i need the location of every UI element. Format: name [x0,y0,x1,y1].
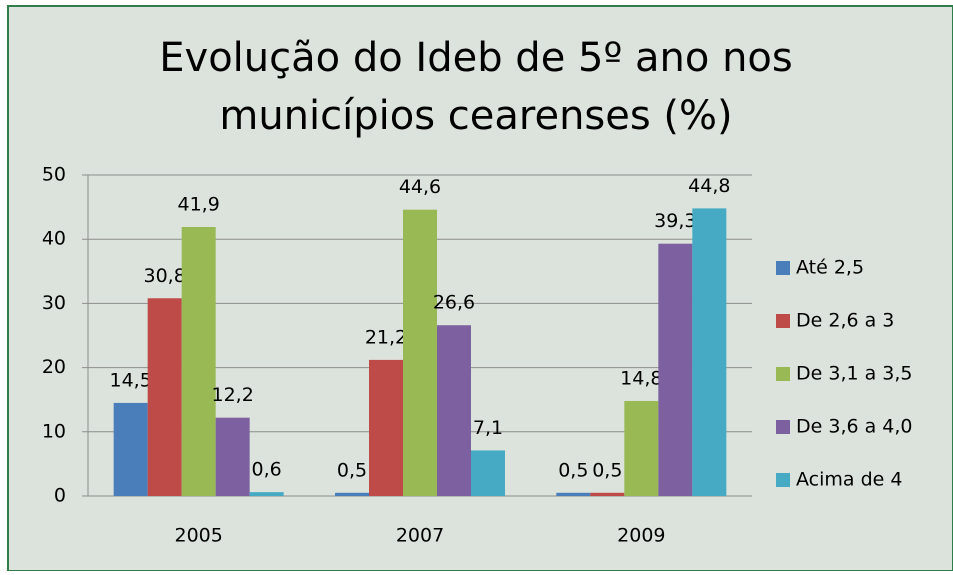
bar [249,492,284,496]
value-label: 44,6 [399,176,441,198]
x-tick-label: 2005 [174,525,222,547]
value-label: 0,5 [558,459,588,481]
value-label: 12,2 [212,384,254,406]
value-label: 26,6 [433,292,475,314]
bar [658,243,693,496]
value-label: 30,8 [144,265,186,287]
legend-label: De 2,6 a 3 [796,310,894,332]
value-label: 14,5 [110,369,152,391]
chart-title: Evolução do Ideb de 5º ano nos [159,35,793,81]
bar [403,209,437,496]
value-label: 0,5 [592,459,622,481]
value-label: 44,8 [688,175,730,197]
bar [369,359,403,496]
value-label: 41,9 [178,194,220,216]
bar [556,492,591,496]
legend-label: Acima de 4 [796,469,902,491]
legend-swatch [776,314,790,328]
value-label: 39,3 [654,210,696,232]
y-tick-label: 20 [42,356,66,378]
bar [437,325,471,496]
bar [113,402,148,496]
bar [624,400,659,496]
x-tick-label: 2007 [396,525,444,547]
bar [215,417,250,496]
bar [335,492,369,496]
y-tick-label: 30 [42,292,66,314]
y-tick-label: 40 [42,228,66,250]
legend-swatch [776,261,790,275]
chart-title: municípios cearenses (%) [219,93,732,139]
legend-swatch [776,420,790,434]
bar [692,208,727,496]
legend-swatch [776,473,790,487]
value-label: 14,8 [620,367,662,389]
bar [147,298,182,496]
bar [181,227,216,496]
legend-label: De 3,6 a 4,0 [796,416,913,438]
bar [471,450,505,496]
legend-label: De 3,1 a 3,5 [796,363,913,385]
value-label: 21,2 [365,326,407,348]
legend-swatch [776,367,790,381]
y-tick-label: 10 [42,420,66,442]
value-label: 7,1 [473,417,503,439]
y-tick-label: 50 [42,164,66,186]
value-label: 0,6 [252,459,282,481]
value-label: 0,5 [337,459,367,481]
y-tick-label: 0 [54,485,66,507]
x-tick-label: 2009 [617,525,665,547]
legend-label: Até 2,5 [796,257,864,279]
bar [590,492,625,496]
